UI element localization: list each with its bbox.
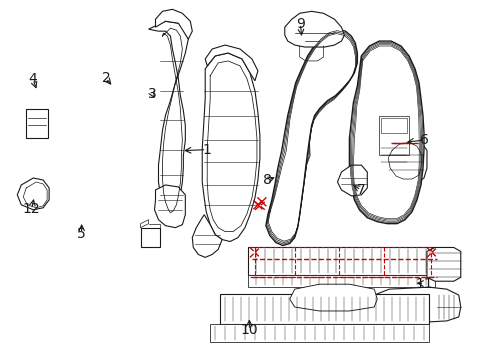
Text: 6: 6	[419, 133, 428, 147]
Polygon shape	[289, 284, 376, 311]
FancyBboxPatch shape	[220, 294, 428, 324]
Polygon shape	[202, 53, 260, 242]
Polygon shape	[148, 21, 188, 220]
Polygon shape	[17, 178, 49, 210]
Polygon shape	[349, 41, 423, 224]
Text: 1: 1	[202, 143, 211, 157]
FancyBboxPatch shape	[247, 247, 434, 275]
Text: 7: 7	[356, 183, 365, 197]
Text: 5: 5	[77, 226, 86, 240]
Polygon shape	[265, 29, 357, 246]
Polygon shape	[155, 9, 192, 39]
Polygon shape	[337, 165, 366, 196]
Polygon shape	[284, 11, 344, 47]
FancyBboxPatch shape	[247, 275, 434, 287]
FancyBboxPatch shape	[210, 324, 428, 342]
Text: 9: 9	[295, 17, 304, 31]
FancyBboxPatch shape	[26, 109, 48, 138]
Text: 4: 4	[29, 72, 37, 86]
Polygon shape	[154, 185, 185, 228]
Text: 12: 12	[22, 202, 41, 216]
Text: 2: 2	[102, 71, 110, 85]
FancyBboxPatch shape	[141, 228, 160, 247]
Polygon shape	[192, 215, 222, 257]
Text: 8: 8	[263, 173, 272, 187]
Text: 10: 10	[240, 323, 258, 337]
Polygon shape	[385, 138, 426, 183]
Polygon shape	[370, 287, 460, 322]
Polygon shape	[426, 247, 460, 281]
Polygon shape	[205, 45, 257, 81]
Text: 3: 3	[147, 86, 156, 100]
Text: 11: 11	[415, 276, 432, 291]
